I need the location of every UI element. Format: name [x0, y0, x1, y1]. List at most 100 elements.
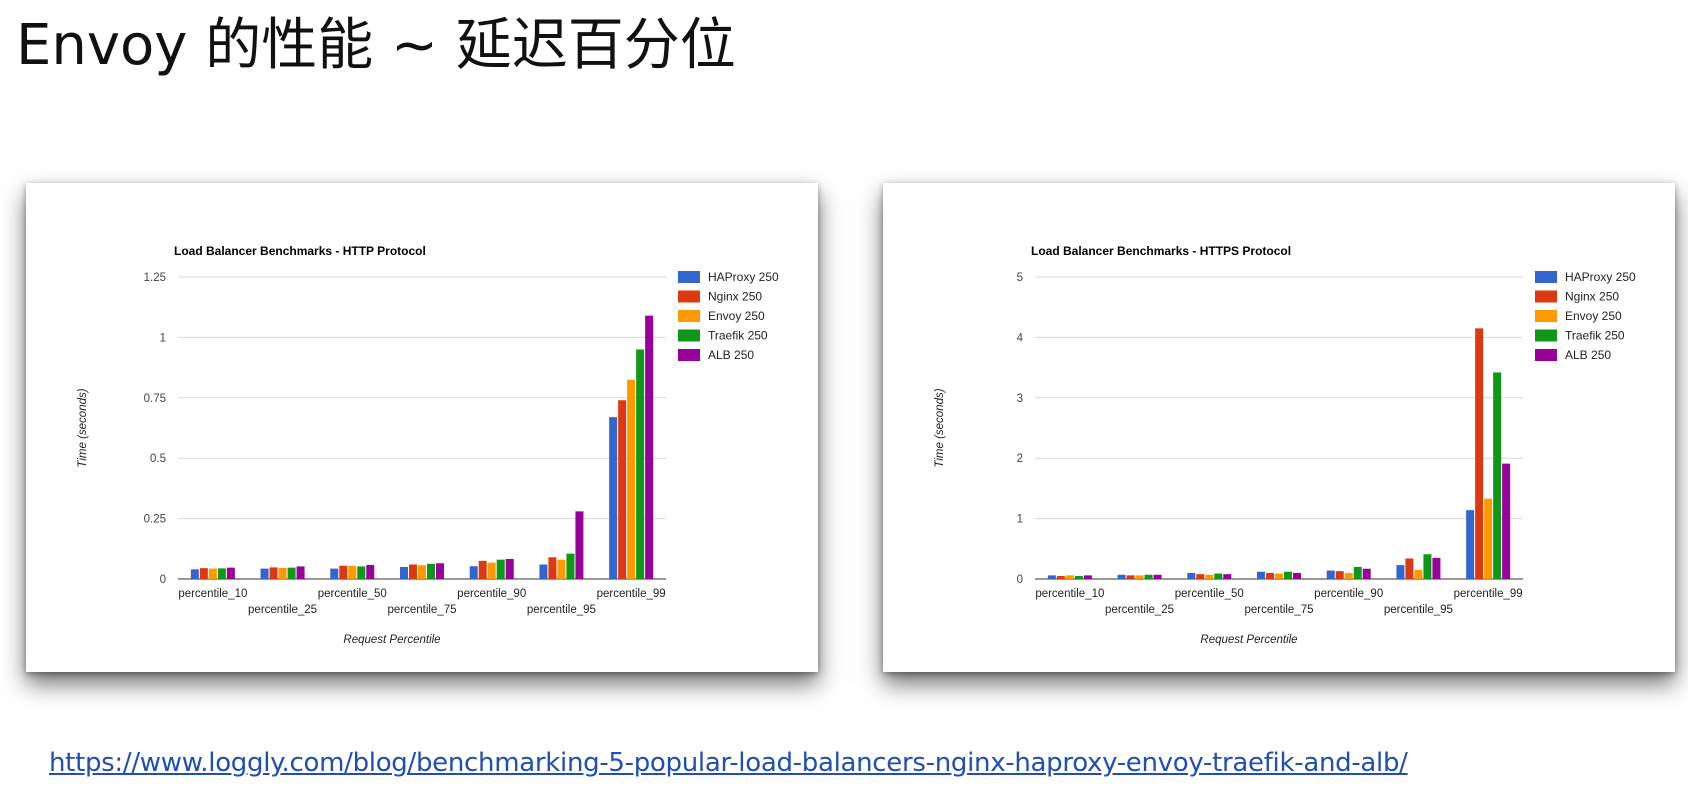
https-chart-card: Load Balancer Benchmarks - HTTPS Protoco… — [883, 183, 1675, 672]
legend-label: Envoy 250 — [708, 309, 765, 323]
legend-swatch-envoy-250 — [1535, 310, 1557, 322]
legend-swatch-traefik-250 — [1535, 329, 1557, 342]
bar-traefik-250-percentile_90 — [1353, 566, 1362, 579]
bar-envoy-250-percentile_90 — [487, 562, 496, 579]
http-benchmark-chart: Load Balancer Benchmarks - HTTP Protocol… — [77, 244, 779, 646]
bar-nginx-250-percentile_10 — [199, 568, 208, 579]
bar-nginx-250-percentile_50 — [1196, 574, 1205, 579]
bar-alb-250-percentile_95 — [1432, 557, 1441, 579]
x-category-label: percentile_95 — [527, 604, 596, 616]
legend-label: ALB 250 — [1565, 348, 1611, 362]
legend-swatch-traefik-250 — [678, 329, 700, 342]
legend-swatch-nginx-250 — [1535, 290, 1557, 303]
y-tick-label: 0.5 — [150, 453, 166, 465]
bar-nginx-250-percentile_25 — [269, 567, 278, 579]
bar-haproxy-250-percentile_10 — [1047, 575, 1056, 579]
bar-nginx-250-percentile_75 — [1266, 572, 1274, 579]
x-category-label: percentile_25 — [248, 604, 317, 616]
bar-haproxy-250-percentile_25 — [1117, 574, 1126, 579]
bar-alb-250-percentile_75 — [1293, 572, 1301, 579]
y-tick-label: 2 — [1017, 453, 1023, 465]
y-tick-label: 1 — [1017, 514, 1023, 526]
bar-nginx-250-percentile_75 — [409, 564, 417, 579]
x-category-label: percentile_90 — [457, 588, 526, 600]
bar-envoy-250-percentile_25 — [278, 567, 287, 579]
bar-alb-250-percentile_99 — [645, 315, 654, 579]
x-category-label: percentile_50 — [318, 588, 387, 600]
legend-swatch-haproxy-250 — [678, 271, 700, 283]
y-tick-label: 0.25 — [144, 514, 166, 526]
bar-traefik-250-percentile_99 — [1493, 372, 1502, 579]
bar-haproxy-250-percentile_90 — [1326, 570, 1335, 579]
http-chart-card: Load Balancer Benchmarks - HTTP Protocol… — [26, 183, 818, 672]
bar-alb-250-percentile_99 — [1502, 463, 1511, 579]
legend-label: Traefik 250 — [1565, 329, 1625, 343]
y-tick-label: 1.25 — [144, 272, 166, 284]
x-axis-title: Request Percentile — [1200, 634, 1297, 646]
bar-envoy-250-percentile_50 — [1205, 574, 1214, 579]
bar-haproxy-250-percentile_95 — [1396, 565, 1405, 579]
bar-alb-250-percentile_90 — [1362, 568, 1371, 579]
x-category-label: percentile_95 — [1384, 604, 1453, 616]
y-tick-label: 5 — [1017, 272, 1023, 284]
legend-swatch-alb-250 — [1535, 349, 1557, 361]
legend-label: HAProxy 250 — [708, 270, 779, 284]
bar-nginx-250-percentile_50 — [339, 565, 348, 579]
bar-envoy-250-percentile_75 — [418, 565, 426, 579]
bar-traefik-250-percentile_90 — [496, 559, 505, 579]
bar-nginx-250-percentile_90 — [478, 560, 487, 579]
bar-envoy-250-percentile_50 — [348, 565, 357, 579]
y-tick-label: 3 — [1017, 393, 1023, 405]
legend-label: Envoy 250 — [1565, 309, 1622, 323]
bar-nginx-250-percentile_95 — [548, 557, 557, 579]
bar-alb-250-percentile_50 — [1223, 574, 1232, 579]
bar-traefik-250-percentile_75 — [427, 563, 435, 579]
bar-haproxy-250-percentile_90 — [469, 566, 478, 579]
bar-alb-250-percentile_10 — [1083, 575, 1092, 579]
bar-traefik-250-percentile_50 — [357, 566, 366, 579]
y-tick-label: 1 — [160, 332, 166, 344]
bar-envoy-250-percentile_95 — [557, 559, 566, 579]
bar-traefik-250-percentile_10 — [217, 568, 226, 579]
bar-envoy-250-percentile_25 — [1135, 575, 1144, 579]
bar-envoy-250-percentile_75 — [1275, 573, 1283, 579]
bar-alb-250-percentile_10 — [226, 567, 235, 579]
bar-haproxy-250-percentile_95 — [539, 564, 548, 579]
bar-haproxy-250-percentile_25 — [260, 568, 269, 579]
bar-haproxy-250-percentile_10 — [190, 569, 199, 579]
bar-traefik-250-percentile_95 — [1423, 554, 1432, 579]
legend-swatch-envoy-250 — [678, 310, 700, 322]
bar-traefik-250-percentile_75 — [1284, 571, 1292, 579]
bar-envoy-250-percentile_90 — [1344, 572, 1353, 579]
bar-nginx-250-percentile_90 — [1335, 571, 1344, 579]
x-category-label: percentile_50 — [1175, 588, 1244, 600]
legend-swatch-alb-250 — [678, 349, 700, 361]
bar-envoy-250-percentile_95 — [1414, 569, 1423, 579]
x-category-label: percentile_90 — [1314, 588, 1383, 600]
legend-swatch-nginx-250 — [678, 290, 700, 303]
bar-traefik-250-percentile_25 — [1144, 574, 1153, 579]
bar-traefik-250-percentile_95 — [566, 553, 575, 579]
bar-traefik-250-percentile_99 — [636, 349, 645, 579]
legend-label: HAProxy 250 — [1565, 270, 1636, 284]
x-category-label: percentile_10 — [1035, 588, 1104, 600]
bar-envoy-250-percentile_99 — [627, 379, 636, 579]
y-axis-title: Time (seconds) — [77, 388, 89, 467]
legend-label: Nginx 250 — [708, 290, 762, 304]
chart-title: Load Balancer Benchmarks - HTTPS Protoco… — [1031, 244, 1291, 258]
x-axis-title: Request Percentile — [343, 634, 440, 646]
x-category-label: percentile_10 — [178, 588, 247, 600]
bar-haproxy-250-percentile_99 — [609, 417, 618, 579]
bar-envoy-250-percentile_99 — [1484, 498, 1493, 579]
slide-title: Envoy 的性能 ~ 延迟百分位 — [16, 13, 736, 78]
source-link[interactable]: https://www.loggly.com/blog/benchmarking… — [49, 748, 1408, 778]
y-axis-title: Time (seconds) — [934, 388, 946, 467]
bar-alb-250-percentile_75 — [436, 563, 444, 579]
bar-alb-250-percentile_50 — [366, 564, 375, 579]
x-category-label: percentile_25 — [1105, 604, 1174, 616]
bar-alb-250-percentile_25 — [1153, 574, 1162, 579]
bar-haproxy-250-percentile_99 — [1466, 510, 1475, 579]
bar-envoy-250-percentile_10 — [1065, 575, 1074, 579]
legend-label: Traefik 250 — [708, 329, 768, 343]
legend-swatch-haproxy-250 — [1535, 271, 1557, 283]
